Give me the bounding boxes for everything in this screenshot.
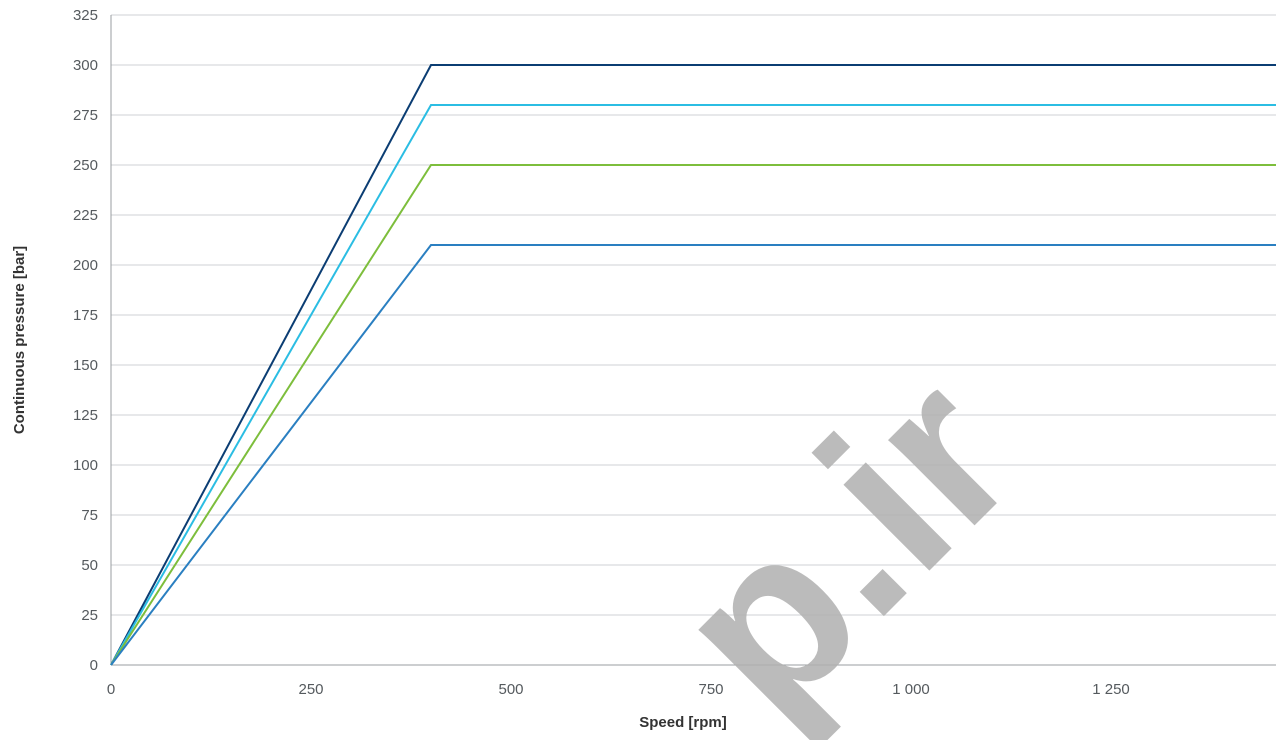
y-tick-label: 325 [73,7,98,24]
y-tick-label: 200 [73,257,98,274]
y-tick-label: 100 [73,457,98,474]
x-tick-label: 250 [298,681,323,698]
x-tick-label: 1 250 [1092,681,1130,698]
y-axis: 0 25 50 75 100 125 150 175 200 225 250 275 300 325 [73,7,112,674]
x-tick-label: 750 [698,681,723,698]
y-tick-label: 0 [90,657,98,674]
x-tick-label: 500 [498,681,523,698]
x-tick-label: 0 [107,681,115,698]
series-line-ips-6-100 [110,164,1276,666]
x-tick-label: 1 000 [892,681,930,698]
y-tick-label: 50 [81,557,98,574]
y-tick-label: 250 [73,157,98,174]
series-lines [110,64,1276,666]
y-axis-title: Continuous pressure [bar] [11,246,28,434]
y-tick-label: 150 [73,357,98,374]
series-line-ips-6-64 [110,64,1276,666]
series-line-ips-6-125 [110,244,1276,666]
series-line-ips-6-80 [110,104,1276,666]
y-tick-label: 175 [73,307,98,324]
y-tick-label: 225 [73,207,98,224]
y-tick-label: 75 [81,507,98,524]
watermark: p.ir [626,326,1061,740]
y-tick-label: 25 [81,607,98,624]
y-tick-label: 125 [73,407,98,424]
x-axis-title: Speed [rpm] [639,714,727,731]
y-tick-label: 300 [73,57,98,74]
y-tick-label: 275 [73,107,98,124]
